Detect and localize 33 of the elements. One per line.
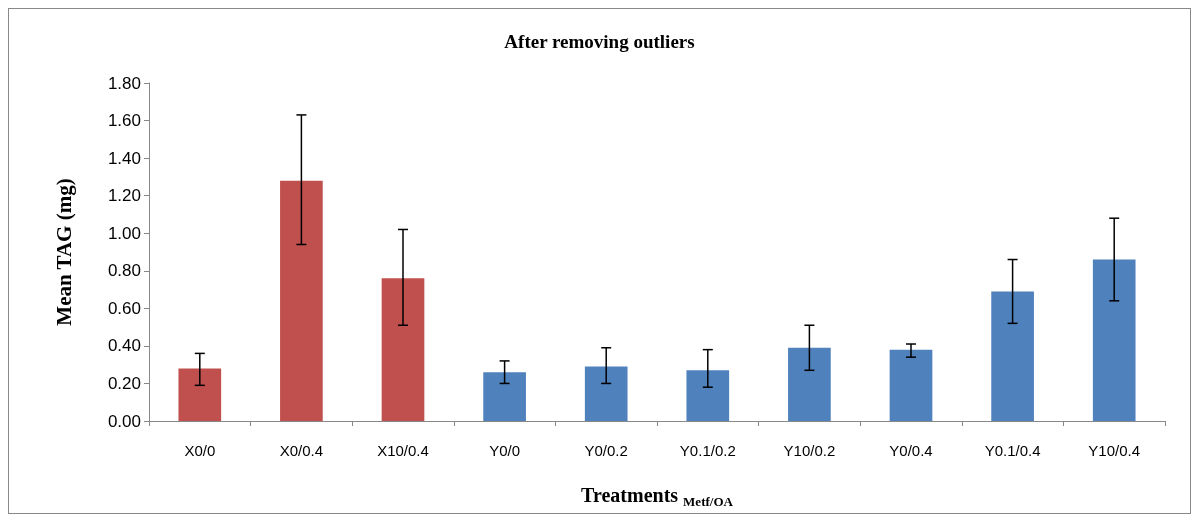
bar (1092, 259, 1136, 421)
bar (178, 368, 222, 421)
x-tick-label: Y0.1/0.2 (679, 442, 736, 459)
x-tick-label: Y10/0.2 (783, 442, 836, 459)
chart-title: After removing outliers (504, 31, 695, 52)
x-tick-label: Y10/0.4 (1088, 442, 1141, 459)
x-tick-label: Y0/0 (489, 442, 521, 459)
x-tick-label: X10/0.4 (377, 442, 429, 459)
x-tick-label: Y0.1/0.4 (984, 442, 1041, 459)
y-tick-label: 1.00 (107, 223, 141, 243)
x-tick-label: X0/0.4 (279, 442, 324, 459)
bar (584, 366, 628, 421)
bar (889, 349, 933, 421)
y-tick-label: 0.80 (107, 261, 141, 281)
bar (686, 370, 730, 421)
x-tick-label: X0/0 (184, 442, 216, 459)
x-tick-label: Y0/0.4 (889, 442, 933, 459)
y-tick-label: 1.20 (107, 186, 141, 206)
y-tick-label: 1.80 (107, 73, 141, 93)
y-tick-label: 0.20 (107, 373, 141, 393)
y-tick-label: 1.60 (107, 111, 141, 131)
y-tick-label: 1.40 (107, 148, 141, 168)
bar (483, 372, 526, 421)
x-axis-title: Treatments Metf/OA (581, 483, 734, 509)
bar (991, 291, 1034, 421)
bar (788, 347, 831, 421)
y-tick-label: 0.60 (107, 298, 141, 318)
bar (280, 180, 323, 421)
x-tick-label: Y0/0.2 (584, 442, 628, 459)
y-tick-label: 0.00 (107, 411, 141, 431)
y-tick-label: 0.40 (107, 336, 141, 356)
bar (381, 278, 425, 421)
y-axis-title: Mean TAG (mg) (51, 178, 76, 326)
